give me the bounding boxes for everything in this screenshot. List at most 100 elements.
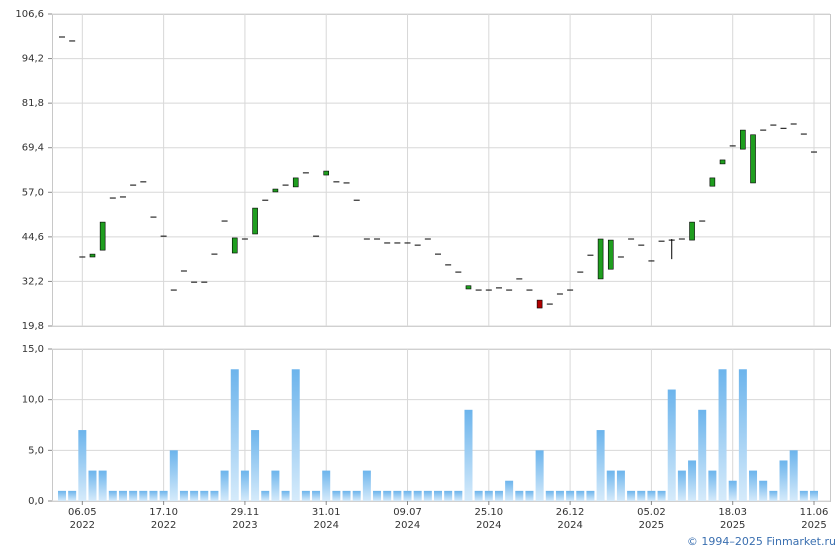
volume-bar [434, 490, 442, 501]
volume-bar [494, 490, 503, 501]
volume-bar [373, 490, 382, 501]
volume-bar [545, 490, 554, 501]
candle-body [252, 207, 258, 235]
volume-bar [251, 430, 260, 501]
volume-bar [271, 470, 280, 501]
volume-bar [647, 490, 656, 501]
volume-bar [98, 470, 107, 501]
volume-bar [464, 409, 473, 501]
x-tick-year: 2025 [639, 520, 664, 531]
volume-bar [667, 389, 676, 501]
candle-body [231, 237, 238, 254]
volume-bar [637, 490, 646, 501]
volume-bar [454, 490, 463, 501]
volume-bar [58, 490, 66, 501]
x-tick-year: 2022 [151, 520, 176, 531]
candle-body [689, 221, 695, 241]
volume-bar [393, 490, 402, 501]
volume-bar [566, 490, 575, 501]
volume-bar [88, 470, 97, 501]
x-tick-year: 2024 [395, 520, 420, 531]
volume-bar [627, 490, 636, 501]
y-tick-label: 32,2 [22, 276, 44, 287]
x-tick-label: 26.12 [556, 507, 585, 518]
candle-body [740, 129, 746, 150]
volume-bar [657, 490, 666, 501]
volume-bar [149, 490, 158, 501]
volume-bar [799, 490, 808, 501]
candle-body [272, 188, 279, 193]
volume-bar [210, 490, 219, 501]
y-tick-label: 57,0 [22, 187, 44, 198]
volume-bar [749, 470, 758, 501]
volume-bar [291, 369, 300, 501]
volume-bar [139, 490, 148, 501]
y-tick-label: 19,8 [22, 321, 44, 332]
y-tick-label: 94,2 [22, 54, 44, 65]
volume-bar [769, 490, 778, 501]
volume-bar [677, 470, 686, 501]
x-tick-label: 05.02 [637, 507, 666, 518]
candle-body [597, 238, 604, 280]
candle-body [323, 170, 330, 176]
volume-bar [505, 480, 514, 501]
volume-bar [525, 490, 534, 501]
volume-bar [200, 490, 209, 501]
volume-bar [240, 470, 249, 501]
volume-bar [728, 480, 737, 501]
volume-bar [688, 460, 697, 501]
volume-bar [108, 490, 117, 501]
volume-bar [383, 490, 392, 501]
volume-bar [68, 490, 77, 501]
volume-bar [576, 490, 585, 501]
y-tick-label: 15,0 [22, 344, 44, 355]
x-tick-year: 2024 [557, 520, 582, 531]
volume-bar [474, 490, 483, 501]
volume-bar [515, 490, 524, 501]
volume-bar [789, 450, 798, 501]
y-tick-label: 44,6 [22, 232, 44, 243]
x-tick-label: 17.10 [149, 507, 178, 518]
volume-bar [118, 490, 127, 501]
volume-bar [362, 470, 371, 501]
volume-bar [332, 490, 341, 501]
candle-body [750, 134, 756, 184]
x-tick-year: 2025 [720, 520, 745, 531]
volume-bar [159, 490, 168, 501]
x-tick-year: 2022 [70, 520, 95, 531]
candle-body [89, 253, 96, 258]
volume-bar [169, 450, 178, 501]
volume-bar [190, 490, 199, 501]
volume-bar [606, 470, 615, 501]
volume-bar [698, 409, 707, 501]
volume-bar [179, 490, 188, 501]
x-tick-label: 31.01 [312, 507, 341, 518]
x-tick-label: 18.03 [718, 507, 747, 518]
volume-bar [312, 490, 321, 501]
candle-body [709, 177, 716, 187]
volume-bar [555, 490, 564, 501]
volume-bar [484, 490, 493, 501]
volume-bar [423, 490, 432, 501]
volume-bar [586, 490, 595, 501]
y-tick-label: 10,0 [22, 395, 44, 406]
x-tick-year: 2023 [232, 520, 257, 531]
x-tick-year: 2024 [476, 520, 501, 531]
candle-body [719, 159, 726, 165]
candle-body [292, 177, 299, 188]
volume-bar [261, 490, 270, 501]
candle-body [607, 239, 614, 270]
volume-bar [322, 470, 331, 501]
y-tick-label: 69,4 [22, 143, 44, 154]
x-tick-year: 2024 [313, 520, 338, 531]
volume-bar [352, 490, 361, 501]
volume-bar [616, 470, 625, 501]
price-frame [52, 14, 831, 327]
volume-bar [403, 490, 412, 501]
y-tick-label: 0,0 [28, 496, 44, 507]
x-tick-label: 11.06 [800, 507, 829, 518]
volume-bar [708, 470, 717, 501]
x-tick-year: 2025 [801, 520, 826, 531]
volume-bar [230, 369, 239, 501]
